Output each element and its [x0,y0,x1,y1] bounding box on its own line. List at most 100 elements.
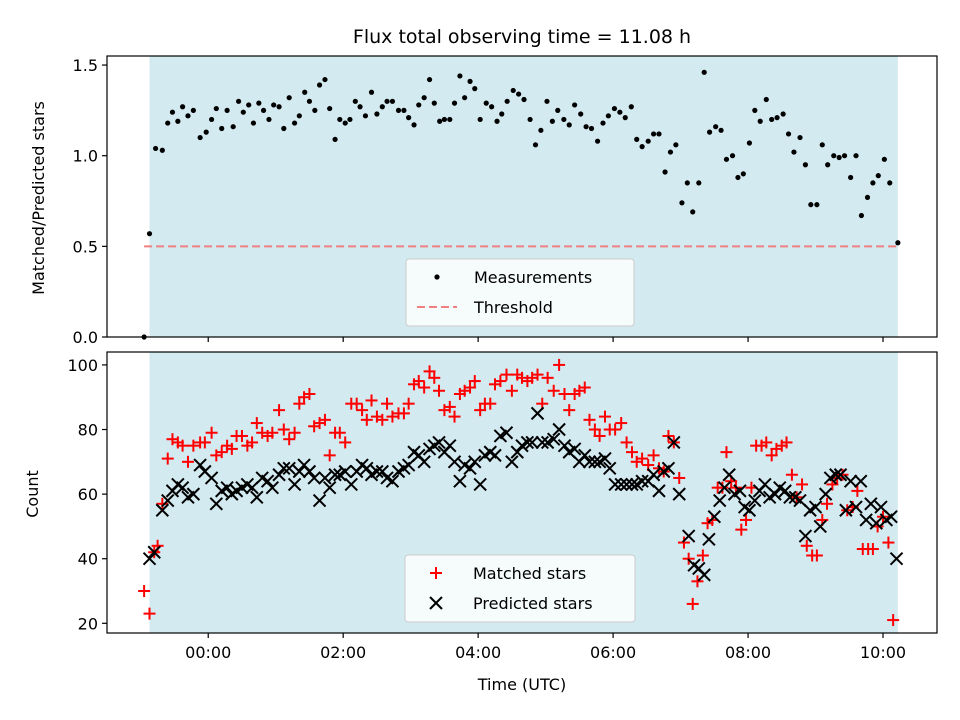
measurement-point [411,122,417,128]
matched-star-point [448,410,461,423]
predicted-star-point [499,426,514,440]
matched-star-point [323,449,336,462]
measurement-point [197,134,203,141]
measurement-point [235,98,242,104]
measurement-point [706,129,713,135]
matched-star-point [333,426,346,439]
predicted-star-point [707,510,722,524]
y-tick-label: 0.5 [73,237,98,256]
x-tick-label: 08:00 [725,643,771,662]
measurement-point [246,102,252,108]
predicted-star-point [557,438,572,453]
x-tick-label: 02:00 [320,643,366,662]
predicted-star-point [598,451,612,466]
predicted-star-point [209,497,224,511]
matched-star-point [531,368,544,381]
matched-star-point [677,536,690,549]
measurement-point [426,76,433,83]
matched-star-point [215,446,228,459]
measurement-point [401,107,407,113]
predicted-star-point [328,468,342,482]
matched-star-point [615,417,628,430]
measurement-point [213,105,219,112]
matched-star-point [402,397,415,410]
matched-star-point [785,468,798,481]
matched-star-point [288,426,301,439]
matched-star-point [468,375,481,388]
x-tick-label: 04:00 [455,643,501,662]
measurement-point [342,120,348,126]
measurement-point [281,125,287,132]
chart-title: Flux total observing time = 11.08 h [353,26,691,48]
predicted-star-point [798,529,813,543]
matched-star-point [198,436,211,449]
y-tick-label: 80 [78,421,98,440]
predicted-star-point [733,484,747,498]
measurement-point [389,98,396,104]
measurement-point [774,115,780,121]
measurement-point [628,104,634,110]
measurement-point [240,109,246,115]
matched-star-point [800,539,813,552]
predicted-star-point [681,529,696,543]
measurement-point [650,131,657,137]
predicted-star-point [864,497,878,511]
predicted-star-point [635,474,649,488]
measurement-point [441,116,447,123]
bottom-axes-frame [106,351,938,634]
predicted-star-point [322,480,337,495]
x-tick-label: 00:00 [185,643,231,662]
matched-star-point [339,436,352,449]
measurement-point [578,111,584,117]
measurement-point [296,113,302,119]
measurement-point [322,76,328,83]
matched-star-point [541,371,554,384]
top-y-axis-label: Matched/Predicted stars [29,101,48,295]
legend-predicted-marker [429,596,443,610]
measurement-point [504,98,510,104]
measurement-point [437,118,443,124]
measurement-point [831,153,837,159]
matched-star-point [266,426,279,439]
matched-star-point [433,384,445,397]
measurement-point [667,149,674,155]
matched-star-point [484,397,497,410]
matched-star-point [563,404,576,417]
matched-star-point [609,423,622,436]
matched-star-point [686,597,699,610]
measurement-point [684,180,690,186]
matched-star-point [588,423,601,436]
predicted-star-point [432,435,446,450]
measurement-point [605,113,611,119]
matched-star-point [161,452,174,465]
matched-star-point [836,468,849,481]
matched-star-point [235,429,248,442]
top-legend-box [405,258,635,327]
measurement-point [224,107,230,113]
matched-star-point [740,513,753,526]
matched-star-point [428,371,441,384]
matched-star-point [553,358,566,371]
measurement-point [617,109,623,115]
matched-star-point [593,429,606,442]
predicted-star-point [652,484,666,498]
measurement-point [673,142,679,148]
matched-star-point [360,413,373,426]
legend-matched-marker [430,567,442,579]
matched-star-point [494,375,507,388]
measurement-point [662,169,668,175]
matched-star-point [796,478,809,491]
measurement-point [374,111,380,117]
measurement-point [718,127,724,133]
measurement-point [230,124,236,130]
predicted-star-point [147,545,161,559]
predicted-star-point [360,461,374,475]
predicted-star-point [175,480,190,495]
matched-star-point [887,614,900,627]
y-tick-label: 40 [78,550,98,569]
predicted-star-point [307,471,321,485]
measurement-point [723,156,730,162]
measurement-point [729,153,736,159]
matched-star-point [673,471,686,484]
predicted-star-point [520,435,535,450]
